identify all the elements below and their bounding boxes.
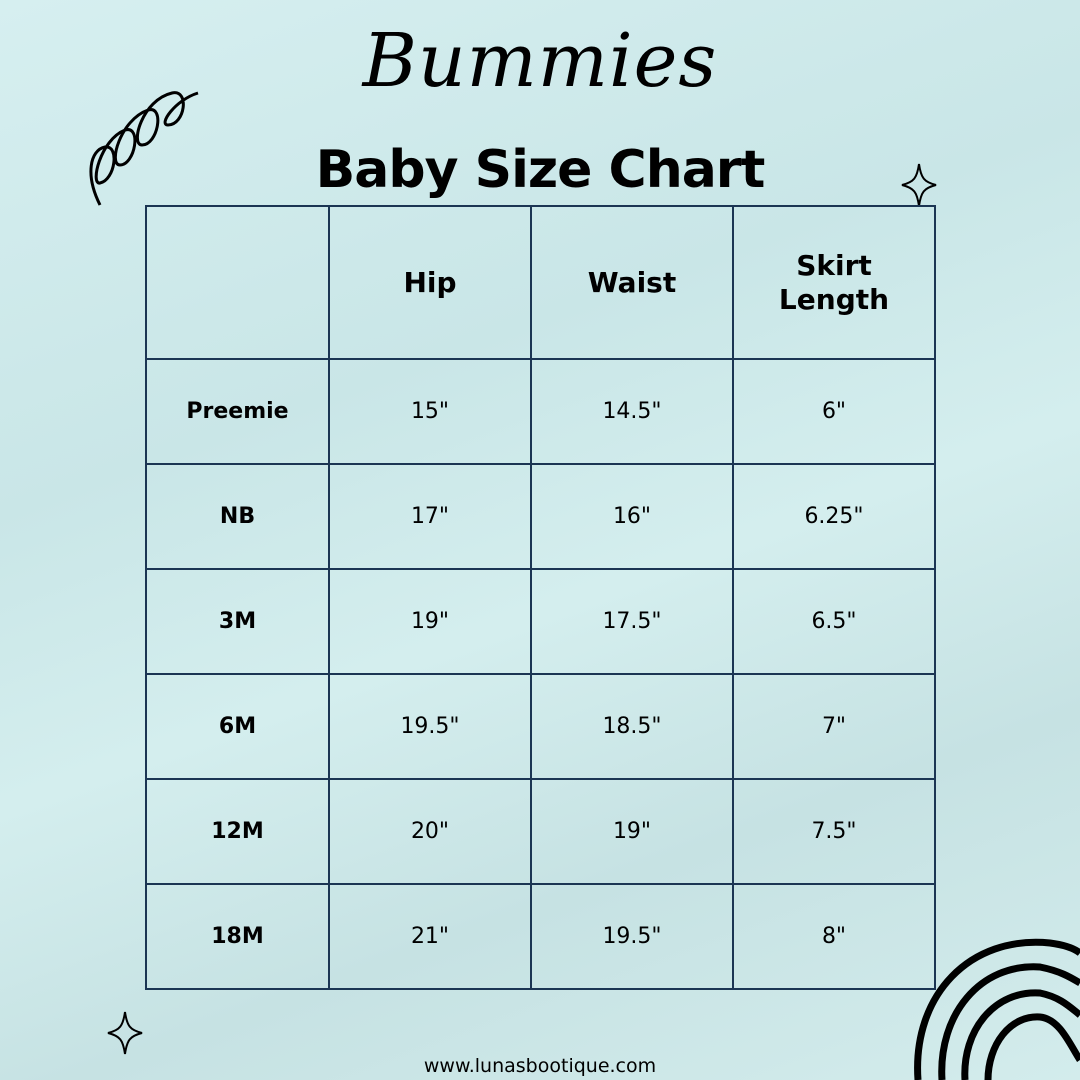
waist-cell: 19.5" bbox=[530, 883, 734, 990]
size-cell: 6M bbox=[145, 673, 330, 780]
column-header-hip: Hip bbox=[328, 205, 532, 360]
column-header-skirt-length: Skirt Length bbox=[732, 205, 936, 360]
skirt-length-cell: 6.25" bbox=[732, 463, 936, 570]
sparkle-icon bbox=[107, 1011, 143, 1055]
waist-cell: 16" bbox=[530, 463, 734, 570]
waist-cell: 14.5" bbox=[530, 358, 734, 465]
table-row: 6M 19.5" 18.5" 7" bbox=[145, 673, 936, 780]
hip-cell: 20" bbox=[328, 778, 532, 885]
page-title: Baby Size Chart bbox=[315, 140, 766, 200]
table-header-row: Hip Waist Skirt Length bbox=[145, 205, 936, 360]
table-row: 18M 21" 19.5" 8" bbox=[145, 883, 936, 990]
squiggle-icon bbox=[89, 91, 199, 206]
hip-cell: 17" bbox=[328, 463, 532, 570]
script-title: Bummies bbox=[362, 18, 718, 104]
website-url: www.lunasbootique.com bbox=[423, 1055, 657, 1077]
table-row: 12M 20" 19" 7.5" bbox=[145, 778, 936, 885]
table-row: NB 17" 16" 6.25" bbox=[145, 463, 936, 570]
skirt-length-cell: 8" bbox=[732, 883, 936, 990]
table-row: Preemie 15" 14.5" 6" bbox=[145, 358, 936, 465]
size-cell: NB bbox=[145, 463, 330, 570]
hip-cell: 15" bbox=[328, 358, 532, 465]
waist-cell: 18.5" bbox=[530, 673, 734, 780]
skirt-length-cell: 6.5" bbox=[732, 568, 936, 675]
size-cell: 3M bbox=[145, 568, 330, 675]
size-cell: Preemie bbox=[145, 358, 330, 465]
column-header-size bbox=[145, 205, 330, 360]
skirt-length-cell: 7.5" bbox=[732, 778, 936, 885]
hip-cell: 19.5" bbox=[328, 673, 532, 780]
column-header-waist: Waist bbox=[530, 205, 734, 360]
table-row: 3M 19" 17.5" 6.5" bbox=[145, 568, 936, 675]
hip-cell: 19" bbox=[328, 568, 532, 675]
waist-cell: 19" bbox=[530, 778, 734, 885]
skirt-length-cell: 6" bbox=[732, 358, 936, 465]
hip-cell: 21" bbox=[328, 883, 532, 990]
size-cell: 18M bbox=[145, 883, 330, 990]
waist-cell: 17.5" bbox=[530, 568, 734, 675]
rainbow-arcs-icon bbox=[914, 938, 1080, 1080]
skirt-length-cell: 7" bbox=[732, 673, 936, 780]
size-chart-table: Hip Waist Skirt Length Preemie 15" 14.5" 6"… bbox=[145, 205, 936, 990]
size-cell: 12M bbox=[145, 778, 330, 885]
